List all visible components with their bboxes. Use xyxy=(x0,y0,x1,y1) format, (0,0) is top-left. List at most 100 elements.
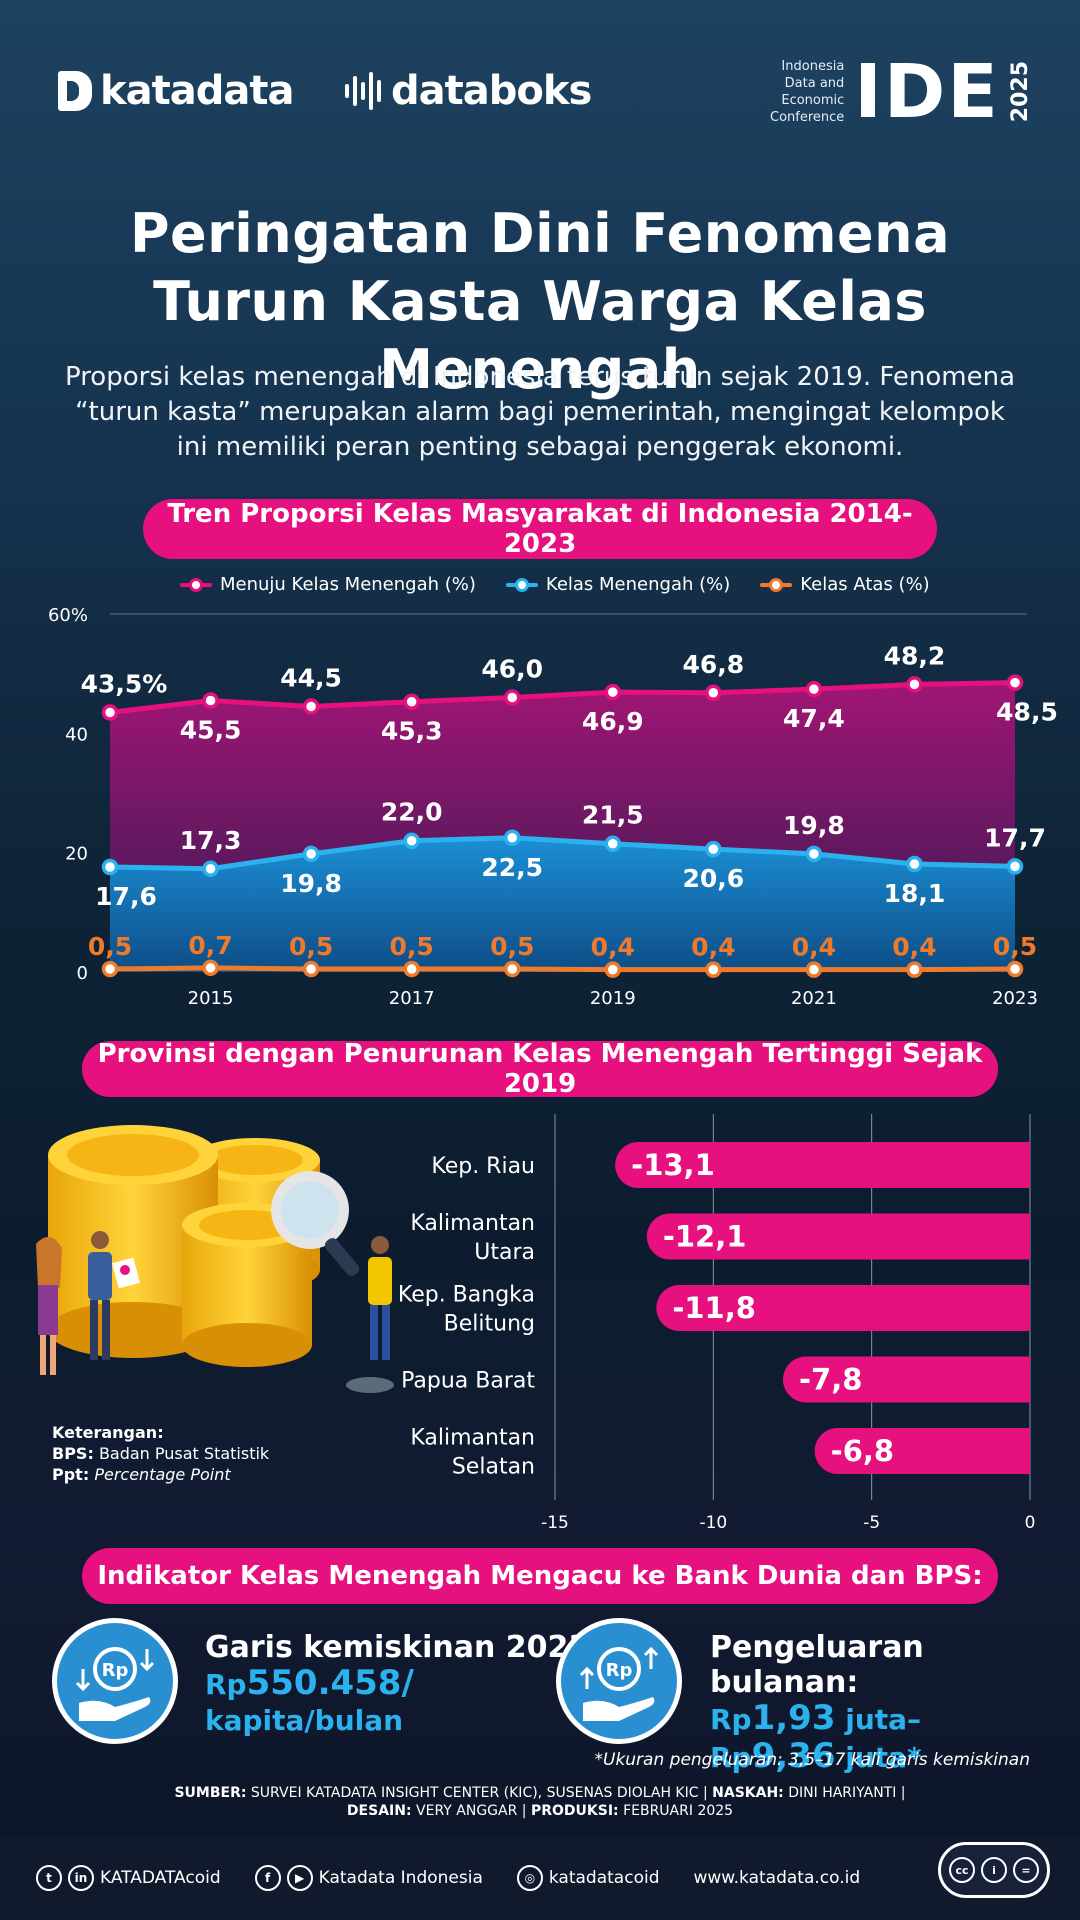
twitter-icon[interactable]: t xyxy=(36,1865,62,1891)
footer: t in KATADATAcoid f ▶ Katadata Indonesia… xyxy=(0,1836,1080,1920)
katadata-logo-text: katadata xyxy=(100,68,294,114)
category-label: Selatan xyxy=(452,1455,535,1480)
ide-line: Conference xyxy=(770,110,845,125)
bar-4 xyxy=(814,1428,1030,1474)
data-label-menengah: 17,7 xyxy=(984,823,1046,852)
naskah-key: NASKAH: xyxy=(712,1785,784,1801)
indicator-spending-head: Pengeluaran bulanan: xyxy=(710,1630,924,1700)
indicator-poverty-value: 550.458/ xyxy=(246,1663,414,1703)
indicator-poverty-rp: Rp xyxy=(205,1668,247,1701)
x-tick-label: -5 xyxy=(863,1513,880,1530)
data-point xyxy=(906,961,923,978)
indicator-poverty-unit: kapita/bulan xyxy=(205,1704,404,1737)
page-subtitle: Proporsi kelas menengah di Indonesia ter… xyxy=(40,360,1040,465)
indicator-poverty-line: Garis kemiskinan 2023: Rp550.458/ kapita… xyxy=(205,1630,601,1739)
legend-label: Menuju Kelas Menengah (%) xyxy=(220,574,476,595)
databoks-logo-text: databoks xyxy=(391,68,592,114)
category-label: Kep. Riau xyxy=(431,1154,535,1179)
data-point xyxy=(202,959,219,977)
x-tick-label: -10 xyxy=(699,1513,727,1530)
data-point xyxy=(503,689,521,706)
subtitle-line-2: “turun kasta” merupakan alarm bagi pemer… xyxy=(75,397,1005,427)
data-label-menengah: 19,8 xyxy=(280,869,342,898)
notes-bps-key: BPS: xyxy=(52,1444,94,1463)
series-line-0 xyxy=(109,680,1016,715)
data-label-atas: 0,5 xyxy=(993,932,1037,961)
indicator-spending-value1: 1,93 xyxy=(751,1698,836,1738)
data-label-menuju: 45,3 xyxy=(381,717,443,746)
data-label-menuju: 44,5 xyxy=(280,663,342,692)
bar-value-label: -12,1 xyxy=(663,1220,747,1254)
section-title-indicator: Indikator Kelas Menengah Mengacu ke Bank… xyxy=(82,1548,998,1604)
rupiah-down-hand-icon: Rp xyxy=(52,1618,178,1744)
rupiah-up-hand-icon: Rp xyxy=(556,1618,682,1744)
y-tick-label: 40 xyxy=(65,724,88,745)
ide-line: Indonesia xyxy=(781,59,845,74)
desain-key: DESAIN: xyxy=(346,1803,412,1819)
y-tick-label: 20 xyxy=(65,844,88,865)
category-label: Belitung xyxy=(444,1312,535,1337)
data-label-menuju: 46,8 xyxy=(682,650,744,679)
rupiah-text: Rp xyxy=(102,1660,129,1681)
y-tick-label: 60% xyxy=(48,605,88,626)
data-point xyxy=(906,855,923,873)
data-point xyxy=(805,680,823,698)
category-label: Papua Barat xyxy=(401,1369,535,1394)
data-point xyxy=(705,840,722,858)
title-line-2: Turun Kasta Warga Kelas Menengah xyxy=(153,270,927,401)
data-point xyxy=(202,860,219,878)
data-point xyxy=(1006,674,1024,691)
instagram-icon[interactable]: ◎ xyxy=(516,1865,543,1891)
indicator-spending-value2: 9,36 xyxy=(751,1736,836,1776)
databoks-logo: databoks xyxy=(345,68,592,114)
legend-item-menuju: Menuju Kelas Menengah (%) xyxy=(180,574,476,595)
category-label: Utara xyxy=(474,1240,535,1265)
linkedin-icon[interactable]: in xyxy=(68,1865,94,1891)
footer-website-link[interactable]: www.katadata.co.id xyxy=(693,1868,861,1888)
section-title-trend: Tren Proporsi Kelas Masyarakat di Indone… xyxy=(143,499,937,559)
footer-handle-instagram[interactable]: katadatacoid xyxy=(548,1868,660,1888)
legend-marker-pink-icon xyxy=(180,577,212,592)
katadata-logo: katadata xyxy=(58,68,294,114)
data-label-menengah: 18,1 xyxy=(884,879,946,908)
produksi-key: PRODUKSI: xyxy=(530,1803,619,1819)
x-tick-label: 2021 xyxy=(791,988,837,1009)
bar-value-label: -13,1 xyxy=(631,1148,715,1182)
data-label-atas: 0,4 xyxy=(591,933,635,962)
data-label-menengah: 22,0 xyxy=(381,798,443,827)
bar-value-label: -6,8 xyxy=(831,1434,894,1468)
bar-chart: -15 -10 -5 0 -13,1 Kep. Riau -12,1 Kalimantan Ut… xyxy=(398,1114,1035,1530)
series-line-2 xyxy=(109,965,1016,973)
rupiah-text: Rp xyxy=(606,1660,633,1681)
legend-marker-blue-icon xyxy=(505,577,538,592)
data-point xyxy=(604,683,622,701)
data-point xyxy=(705,961,722,978)
data-point xyxy=(202,692,219,709)
data-label-atas: 0,4 xyxy=(792,933,836,962)
data-point xyxy=(503,829,521,846)
data-label-menuju: 43,5% xyxy=(81,669,168,698)
page-title: Peringatan Dini Fenomena Turun Kasta War… xyxy=(0,200,1080,404)
sumber-key: SUMBER: xyxy=(174,1785,247,1801)
data-label-menengah: 21,5 xyxy=(582,801,644,830)
bar-value-label: -11,8 xyxy=(672,1291,756,1325)
legend-item-menengah: Kelas Menengah (%) xyxy=(505,574,730,595)
data-point xyxy=(604,961,622,978)
footer-handle-katadata-indonesia[interactable]: Katadata Indonesia xyxy=(318,1868,483,1888)
data-point xyxy=(1006,960,1024,978)
data-point xyxy=(1006,858,1024,875)
footer-handle-katadatacoid[interactable]: KATADATAcoid xyxy=(100,1868,221,1888)
series-line-1 xyxy=(109,835,1016,872)
notes: Keterangan: BPS: Badan Pusat Statistik P… xyxy=(52,1422,269,1485)
data-point xyxy=(101,858,119,876)
data-point xyxy=(302,845,320,863)
ide-line: Economic xyxy=(781,93,845,108)
facebook-icon[interactable]: f xyxy=(254,1865,281,1891)
data-label-atas: 0,5 xyxy=(88,932,132,961)
naskah-value: DINI HARIYANTI | xyxy=(788,1785,906,1801)
data-point xyxy=(604,835,622,852)
sumber-value: SURVEI KATADATA INSIGHT CENTER (KIC), SU… xyxy=(250,1785,708,1801)
x-tick-label: 2019 xyxy=(590,988,636,1009)
youtube-icon[interactable]: ▶ xyxy=(286,1865,313,1891)
data-point xyxy=(101,704,119,721)
